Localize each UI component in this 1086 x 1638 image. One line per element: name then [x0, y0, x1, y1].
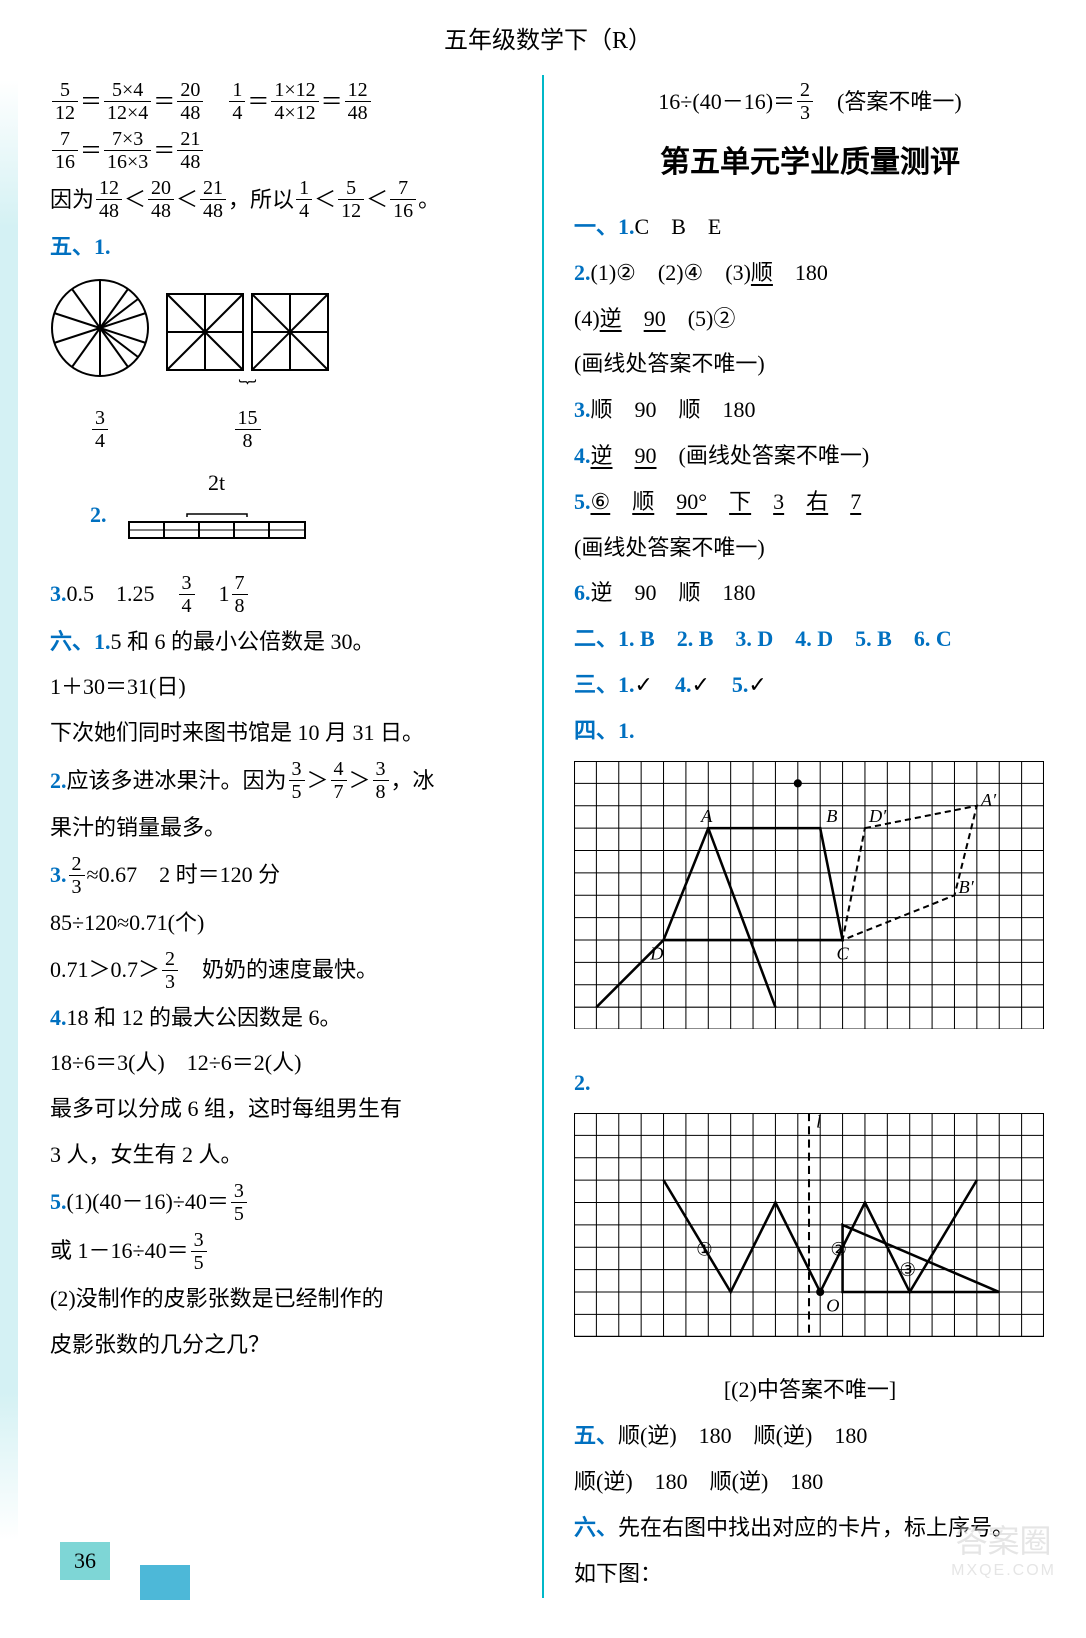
svg-text:C: C — [836, 943, 849, 963]
svg-text:B′: B′ — [959, 877, 975, 897]
equation-line-2: 716＝ 7×316×3＝ 2148 — [50, 128, 522, 173]
figure-5-1: 34 — [50, 278, 522, 452]
q6-2-line2: 果汁的销量最多。 — [50, 807, 522, 849]
grid-figure-2: l O ① ② ③ — [574, 1113, 1044, 1337]
svg-text:l: l — [816, 1113, 821, 1131]
question-6-3: 3. 23 ≈0.67 2 时＝120 分 — [50, 853, 522, 898]
r-s4-q1: 四、1. — [574, 710, 1046, 752]
unit-title: 第五单元学业质量测评 — [574, 134, 1046, 191]
section-5: 五、1. — [50, 226, 522, 268]
square-icon — [250, 292, 330, 372]
svg-text:A′: A′ — [980, 789, 997, 809]
q6-3-line2: 85÷120≈0.71(个) — [50, 902, 522, 944]
svg-text:B: B — [826, 806, 837, 826]
r-s4-q2: 2. — [574, 1062, 1046, 1104]
page-header: 五年级数学下（R） — [50, 20, 1046, 55]
r-s5-l2: 顺(逆) 180 顺(逆) 180 — [574, 1461, 1046, 1503]
pie-icon — [50, 278, 150, 378]
question-5-2: 2. 2t — [50, 462, 522, 568]
right-top-equation: 16÷(40－16)＝ 23 (答案不唯一) — [574, 79, 1046, 124]
watermark: 答案圈 MXQE.COM — [951, 1516, 1056, 1580]
page-tab — [140, 1565, 190, 1600]
q6-4-line4: 3 人，女生有 2 人。 — [50, 1134, 522, 1176]
r-s1-q1: 一、1. C B E — [574, 206, 1046, 248]
r-s1-q6: 6.逆 90 顺 180 — [574, 572, 1046, 614]
r-s1-q2-note: (画线处答案不唯一) — [574, 343, 1046, 385]
left-decorative-bar — [0, 80, 18, 1540]
r-s1-q4: 4.逆 90 (画线处答案不唯一) — [574, 435, 1046, 477]
r-s1-q3: 3.顺 90 顺 180 — [574, 389, 1046, 431]
r-s1-q2b: (4)逆 90 (5)② — [574, 298, 1046, 340]
q6-4-line3: 最多可以分成 6 组，这时每组男生有 — [50, 1088, 522, 1130]
svg-text:D: D — [649, 943, 663, 963]
right-column: 16÷(40－16)＝ 23 (答案不唯一) 第五单元学业质量测评 一、1. C… — [574, 75, 1046, 1598]
question-5-3: 3. 0.5 1.25 34 1 78 — [50, 572, 522, 617]
bar-label: 2t — [127, 462, 307, 504]
equation-line-1: 512＝ 5×412×4＝ 2048 14＝ 1×124×12＝ 1248 — [50, 79, 522, 124]
q6-3-line3: 0.71＞0.7＞ 23 奶奶的速度最快。 — [50, 948, 522, 993]
question-6-5: 5. (1)(40－16)÷40＝ 35 — [50, 1180, 522, 1225]
r-s4-note: [(2)中答案不唯一] — [574, 1369, 1046, 1411]
svg-text:A: A — [700, 806, 713, 826]
q6-4-line2: 18÷6＝3(人) 12÷6＝2(人) — [50, 1042, 522, 1084]
section-6: 六、1. 5 和 6 的最小公倍数是 30。 — [50, 621, 522, 663]
r-s2: 二、1. B 2. B 3. D 4. D 5. B 6. C — [574, 618, 1046, 660]
svg-text:O: O — [826, 1295, 839, 1315]
r-s1-q5: 5. ⑥ 顺 90° 下 3 右 7 — [574, 481, 1046, 523]
question-6-2: 2. 应该多进冰果汁。因为 35 ＞ 47 ＞ 38 ，冰 — [50, 758, 522, 803]
square-icon — [165, 292, 245, 372]
r-s3: 三、 1.✓ 4.✓ 5.✓ — [574, 664, 1046, 706]
page-number: 36 — [60, 1542, 110, 1580]
svg-text:D′: D′ — [868, 806, 887, 826]
q6-5-line4: 皮影张数的几分之几？ — [50, 1324, 522, 1366]
left-column: 512＝ 5×412×4＝ 2048 14＝ 1×124×12＝ 1248 71… — [50, 75, 544, 1598]
grid-figure-1: A B C D D′ A′ B′ — [574, 761, 1044, 1030]
q6-5-line3: (2)没制作的皮影张数是已经制作的 — [50, 1278, 522, 1320]
svg-text:③: ③ — [900, 1259, 916, 1279]
q6-5-line2: 或 1－16÷40＝ 35 — [50, 1229, 522, 1274]
r-s5-l1: 五、顺(逆) 180 顺(逆) 180 — [574, 1415, 1046, 1457]
equation-line-3: 因为 1248 ＜ 2048 ＜ 2148 ，所以 14 ＜ 512 ＜ 716… — [50, 177, 522, 222]
bar-diagram-icon — [127, 504, 307, 554]
q6-1-line2: 1＋30＝31(日) — [50, 666, 522, 708]
svg-text:②: ② — [830, 1239, 846, 1259]
r-s1-q5-note: (画线处答案不唯一) — [574, 527, 1046, 569]
svg-text:①: ① — [696, 1239, 712, 1259]
two-column-layout: 512＝ 5×412×4＝ 2048 14＝ 1×124×12＝ 1248 71… — [50, 75, 1046, 1598]
r-s1-q2: 2. (1)② (2)④ (3)顺 180 — [574, 252, 1046, 294]
q6-1-line3: 下次她们同时来图书馆是 10 月 31 日。 — [50, 712, 522, 754]
page-content: 五年级数学下（R） 512＝ 5×412×4＝ 2048 14＝ 1×124×1… — [0, 0, 1086, 1638]
question-6-4: 4. 18 和 12 的最大公因数是 6。 — [50, 997, 522, 1039]
